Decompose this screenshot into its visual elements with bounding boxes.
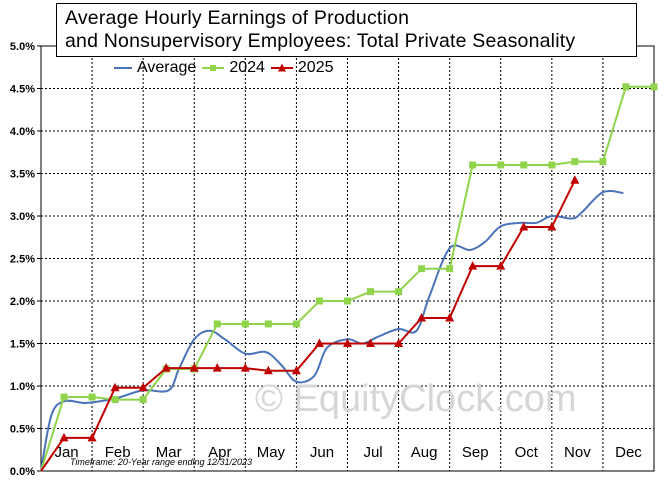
x-tick-label: Nov [564, 444, 591, 461]
y-tick-label: 3.5% [10, 169, 35, 181]
data-point-2025 [87, 432, 97, 442]
x-tick-label: Jul [363, 444, 382, 461]
data-point-2024 [60, 393, 68, 401]
data-point-2025 [519, 222, 529, 231]
data-point-2024 [418, 265, 426, 273]
data-point-2025 [394, 338, 404, 347]
y-tick-label: 2.5% [10, 254, 35, 266]
data-point-2024 [264, 320, 272, 328]
data-point-2025 [212, 363, 222, 372]
x-axis-ticks: Jan Feb Mar Apr May Jun Jul Aug Sep Oct Nov Dec [54, 444, 642, 461]
data-point-2025 [343, 338, 352, 347]
legend-swatch-average [114, 67, 132, 69]
data-point-2025 [263, 365, 273, 375]
data-point-2025 [161, 363, 171, 372]
data-point-2025 [547, 222, 557, 231]
data-point-2024 [315, 297, 323, 305]
series-line-2025 [40, 179, 576, 472]
data-point-2024 [571, 158, 579, 166]
watermark: © EquityClock.com [255, 378, 577, 420]
legend-item-2025: 2025 [270, 59, 334, 77]
data-point-2024 [395, 288, 403, 296]
x-tick-label: Jan [54, 444, 78, 461]
y-tick-label: 5.0% [10, 41, 35, 53]
data-point-2025 [445, 313, 455, 322]
legend-item-average: Average [114, 59, 196, 77]
data-point-2025 [189, 363, 199, 372]
data-point-2024 [599, 158, 607, 166]
data-point-2024 [497, 161, 505, 169]
chart-title-line-2: and Nonsupervisory Employees: Total Priv… [65, 30, 576, 52]
data-point-2024 [469, 161, 477, 169]
data-point-2024 [650, 83, 658, 91]
series-line-average [40, 189, 624, 472]
x-tick-label: Aug [411, 444, 438, 461]
data-point-2024 [446, 265, 454, 273]
x-tick-label: Mar [156, 444, 182, 461]
data-point-2025 [570, 175, 580, 184]
y-tick-label: 4.0% [10, 126, 35, 138]
y-tick-label: 4.5% [10, 84, 35, 96]
data-point-2024 [213, 320, 221, 328]
x-tick-label: Feb [105, 444, 131, 461]
data-point-2024 [622, 83, 630, 91]
y-tick-label: 1.0% [10, 381, 35, 393]
data-point-2024 [520, 161, 528, 169]
data-point-2024 [292, 320, 300, 328]
y-tick-label: 0.5% [10, 424, 35, 436]
data-point-2024 [88, 393, 96, 401]
y-axis-ticks: 0.0% 0.5% 1.0% 1.5% 2.0% 2.5% 3.0% 3.5% 4.0% 4.5%… [10, 41, 41, 478]
legend-swatch-2025 [270, 63, 293, 72]
data-point-2025 [314, 338, 324, 347]
data-point-2024 [344, 297, 351, 305]
data-point-2024 [139, 396, 147, 404]
data-point-2025 [240, 363, 250, 372]
data-point-2024 [366, 288, 374, 296]
x-tick-label: Jun [310, 444, 334, 461]
legend-item-2024: 2024 [202, 59, 265, 77]
series-layer [40, 83, 658, 472]
y-tick-label: 0.0% [10, 466, 35, 478]
data-point-2025 [468, 261, 478, 270]
y-tick-label: 1.5% [10, 339, 35, 351]
chart-title-box: Average Hourly Earnings of Production an… [56, 3, 637, 57]
legend-swatch-2024 [202, 65, 225, 71]
data-point-2025 [291, 365, 301, 375]
legend-label-2024: 2024 [229, 59, 265, 76]
y-tick-label: 2.0% [10, 296, 35, 308]
legend-label-2025: 2025 [297, 59, 334, 76]
footnote: Timeframe: 20-Year range ending 12/31/20… [70, 457, 253, 467]
x-tick-label: Oct [515, 444, 539, 461]
data-point-2024 [548, 161, 556, 169]
x-tick-label: Apr [208, 444, 231, 461]
grid-lines [41, 46, 654, 471]
y-tick-label: 3.0% [10, 211, 35, 223]
data-point-2025 [417, 313, 427, 322]
data-point-2025 [496, 261, 506, 270]
legend-label-average: Average [137, 59, 197, 76]
x-tick-label: Sep [462, 444, 489, 461]
x-tick-label: Dec [615, 444, 642, 461]
data-point-2025 [138, 382, 148, 392]
data-point-2025 [59, 432, 69, 442]
data-point-2025 [365, 338, 375, 347]
legend: Average 2024 2025 [114, 57, 340, 79]
data-point-2024 [111, 396, 119, 404]
x-tick-label: May [257, 444, 286, 461]
data-point-2025 [110, 382, 120, 392]
chart-title-line-1: Average Hourly Earnings of Production [65, 7, 410, 29]
data-point-2024 [241, 320, 249, 328]
